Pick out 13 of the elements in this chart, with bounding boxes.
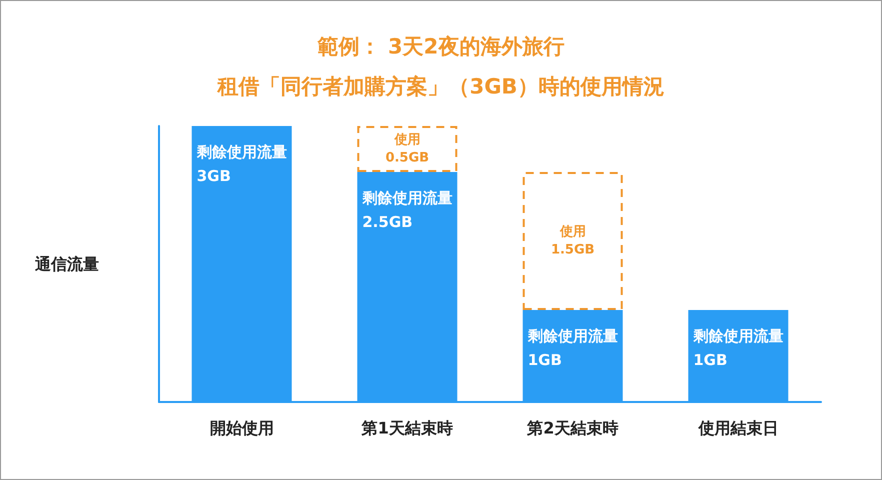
chart-title: 範例： 3天2夜的海外旅行	[316, 34, 564, 58]
data-label: 剩餘使用流量 3GB	[196, 143, 287, 185]
data-label: 使用 0.5GB	[385, 132, 430, 166]
chart-subtitle: 租借「同行者加購方案」（3GB）時的使用情況	[216, 74, 664, 98]
data-label: 剩餘使用流量 1GB	[526, 327, 618, 369]
data-label: 剩餘使用流量 1GB	[692, 327, 784, 369]
x-tick-label: 開始使用	[210, 418, 274, 438]
x-tick-label: 使用結束日	[697, 418, 778, 438]
data-label: 剩餘使用流量 2.5GB	[361, 189, 452, 231]
y-axis-title: 通信流量	[34, 254, 99, 274]
data-label: 使用 1.5GB	[550, 224, 595, 258]
x-tick-label: 第1天結束時	[360, 418, 453, 438]
x-tick-label: 第2天結束時	[526, 418, 618, 438]
